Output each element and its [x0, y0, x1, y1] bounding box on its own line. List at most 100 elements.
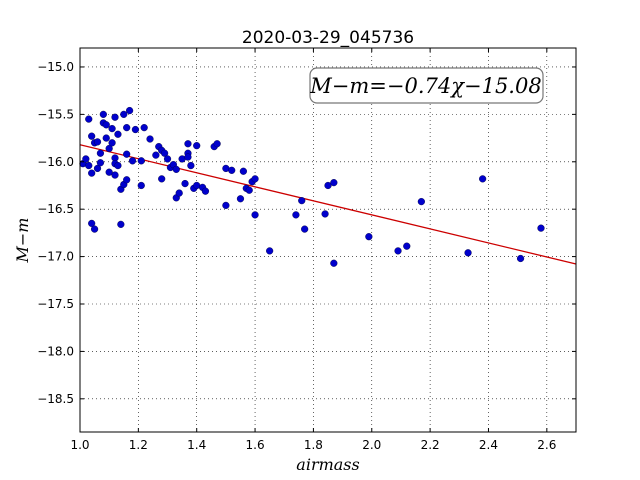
- data-point: [108, 139, 116, 147]
- data-point: [152, 151, 160, 159]
- data-point: [102, 121, 110, 129]
- data-point: [184, 140, 192, 148]
- data-point: [479, 175, 487, 183]
- data-point: [245, 186, 253, 194]
- data-point: [146, 135, 154, 143]
- y-axis-label: M−m: [13, 218, 32, 264]
- data-point: [301, 225, 309, 233]
- data-point: [88, 169, 96, 177]
- data-point: [93, 138, 102, 146]
- data-point: [85, 161, 93, 170]
- y-tick-label: −16.5: [37, 202, 74, 216]
- x-tick-label: 2.4: [479, 438, 498, 452]
- data-point: [228, 166, 236, 174]
- data-point: [184, 153, 192, 161]
- data-point: [292, 211, 300, 219]
- x-tick-label: 1.0: [70, 438, 89, 452]
- y-tick-label: −17.5: [37, 297, 74, 311]
- y-tick-label: −18.5: [37, 392, 74, 406]
- data-point: [403, 242, 411, 250]
- grid-lines: [79, 48, 576, 432]
- equation-annotation-box: M−m=−0.74χ−15.08: [309, 67, 544, 104]
- x-axis-label: airmass: [296, 455, 359, 474]
- data-point: [114, 161, 122, 170]
- data-point: [251, 211, 259, 219]
- x-tick-label: 1.4: [187, 438, 206, 452]
- data-point: [88, 132, 96, 140]
- data-point: [537, 224, 545, 232]
- data-point: [82, 155, 90, 163]
- x-tick-label: 1.2: [129, 438, 148, 452]
- y-tick-label: −16.0: [37, 155, 74, 169]
- data-point: [330, 179, 338, 187]
- equation-annotation: M−m=−0.74χ−15.08: [309, 74, 541, 98]
- data-point: [123, 176, 131, 184]
- data-point: [120, 110, 128, 118]
- y-tick-label: −17.0: [37, 250, 74, 264]
- data-point: [163, 155, 172, 163]
- data-point: [239, 167, 247, 175]
- data-point: [128, 157, 137, 165]
- data-point: [93, 164, 102, 173]
- data-point: [88, 219, 96, 228]
- data-point: [105, 168, 113, 176]
- data-point: [96, 149, 105, 157]
- data-point: [266, 247, 274, 255]
- data-point: [140, 124, 148, 132]
- data-point: [108, 124, 116, 133]
- data-point: [251, 175, 259, 183]
- data-point: [90, 225, 99, 233]
- data-point: [158, 175, 166, 183]
- data-point: [131, 125, 140, 134]
- data-point: [175, 189, 183, 197]
- data-point: [330, 259, 338, 267]
- data-point: [114, 130, 122, 138]
- data-point: [464, 249, 472, 257]
- data-point: [365, 233, 373, 241]
- data-point: [105, 144, 113, 153]
- y-tick-label: −18.0: [37, 344, 74, 358]
- y-tick-label: −15.0: [37, 60, 74, 74]
- data-point: [187, 161, 195, 170]
- data-point: [201, 187, 210, 195]
- fit-line: [79, 144, 577, 265]
- data-point: [137, 157, 145, 165]
- data-point: [172, 165, 180, 173]
- data-point: [102, 134, 110, 142]
- data-point: [161, 149, 169, 157]
- data-point: [85, 115, 93, 123]
- data-point: [117, 220, 125, 228]
- y-tick-label: −15.5: [37, 107, 74, 121]
- data-point: [193, 142, 201, 150]
- fit-line-layer: [79, 144, 577, 265]
- axis-ticks: 1.0 1.2 1.4 1.6 1.8 2.0 2.2 2.4 2.6 −15.0 −15.5 −16…: [37, 48, 576, 452]
- data-point: [123, 150, 131, 158]
- data-point: [123, 124, 131, 132]
- data-point: [111, 113, 119, 121]
- data-point: [516, 254, 525, 263]
- plot-frame: [79, 47, 577, 433]
- data-point: [137, 181, 145, 190]
- data-point: [181, 179, 189, 188]
- data-point: [213, 140, 221, 148]
- x-tick-label: 2.6: [537, 438, 556, 452]
- x-tick-label: 2.0: [362, 438, 381, 452]
- data-point: [126, 106, 134, 115]
- data-point: [99, 110, 107, 118]
- data-point: [417, 198, 425, 206]
- data-point: [222, 201, 230, 209]
- data-point: [321, 210, 329, 218]
- chart-title: 2020-03-29_045736: [242, 28, 414, 48]
- data-point: [324, 181, 332, 190]
- data-point: [236, 195, 245, 203]
- x-tick-label: 1.8: [304, 438, 323, 452]
- data-points: [79, 106, 545, 267]
- data-point: [298, 197, 306, 205]
- data-point: [394, 247, 402, 255]
- x-tick-label: 2.2: [421, 438, 440, 452]
- x-tick-label: 1.6: [246, 438, 265, 452]
- data-point: [111, 171, 119, 179]
- data-point: [96, 159, 105, 167]
